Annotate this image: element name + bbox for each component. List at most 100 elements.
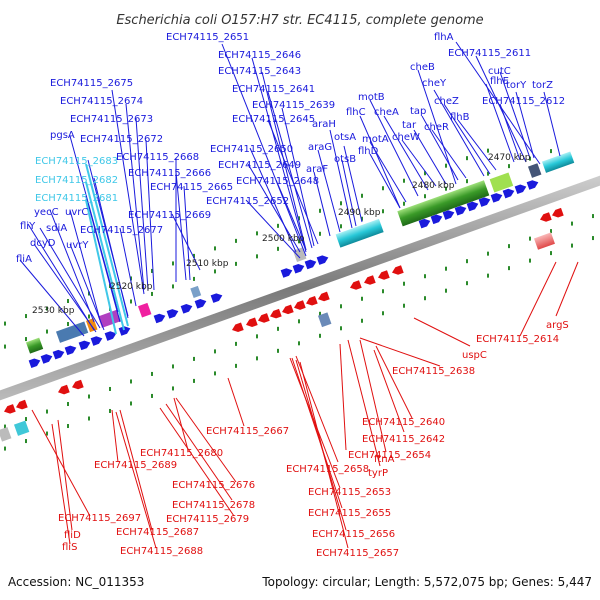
forward-gene-arrow — [40, 354, 53, 364]
track-tick — [466, 259, 468, 264]
forward-gene-arrow — [430, 214, 443, 225]
forward-gene-arrow — [466, 201, 479, 212]
forward-gene-label: cheW — [392, 132, 420, 143]
track-tick — [277, 348, 279, 353]
forward-gene-label: ECH74115_2668 — [116, 152, 199, 163]
reverse-gene-label: uspC — [462, 350, 487, 361]
forward-gene-label: araG — [308, 142, 332, 153]
forward-gene-label: ECH74115_2645 — [232, 114, 315, 125]
leader-line — [119, 227, 137, 307]
track-tick — [403, 178, 405, 183]
track-tick — [487, 171, 489, 176]
track-tick — [361, 216, 363, 221]
reverse-gene-label: ECH74115_2642 — [362, 434, 445, 445]
track-tick — [88, 394, 90, 399]
gene-labels: ECH74115_2651 ECH74115_2646 ECH74115_2643 E… — [16, 32, 569, 559]
track-tick — [361, 193, 363, 198]
leader-line — [245, 199, 301, 259]
track-tick — [172, 386, 174, 391]
forward-gene-label: ECH74115_2672 — [80, 134, 163, 145]
track-tick — [130, 299, 132, 304]
track-tick — [151, 268, 153, 273]
track-tick — [403, 201, 405, 206]
leader-line — [175, 171, 187, 281]
leader-line — [175, 397, 237, 483]
forward-gene-label: cheR — [424, 122, 449, 133]
leader-line — [341, 159, 357, 227]
leader-line — [433, 89, 485, 177]
reverse-gene-arrow — [232, 322, 244, 333]
leader-line — [373, 349, 405, 433]
forward-gene-label: pgsA — [50, 130, 75, 141]
track-tick — [214, 246, 216, 251]
forward-gene-arrow — [418, 218, 431, 229]
reverse-gene-label: argS — [546, 320, 569, 331]
track-tick — [529, 236, 531, 241]
reverse-gene-arrow — [282, 304, 294, 315]
leader-line — [359, 337, 441, 367]
forward-gene-arrow — [90, 336, 103, 346]
leader-line — [93, 177, 129, 319]
forward-gene-label: flhD — [358, 146, 379, 157]
forward-gene-label: araH — [312, 119, 336, 130]
forward-gene-label: flhB — [450, 112, 470, 123]
track-tick — [172, 364, 174, 369]
leader-line — [69, 209, 101, 321]
reverse-gene-label: ECH74115_2640 — [362, 417, 445, 428]
track-tick — [235, 363, 237, 368]
reverse-gene-label: ECH74115_2656 — [312, 529, 395, 540]
track-tick — [466, 156, 468, 161]
forward-gene-label: sdiA — [46, 223, 67, 234]
track-tick — [508, 244, 510, 249]
reverse-gene-label: fliS — [62, 542, 77, 553]
forward-gene-label: cutC — [488, 66, 511, 77]
reverse-gene-arrow — [350, 280, 362, 290]
leader-line — [499, 103, 521, 161]
track-tick — [130, 276, 132, 281]
leader-line — [401, 139, 437, 187]
track-tick — [298, 341, 300, 346]
forward-gene-label: otsA — [334, 132, 356, 143]
track-tick — [172, 284, 174, 289]
leader-line — [313, 171, 331, 237]
blue-grey-feature-block — [317, 312, 332, 328]
forward-gene-arrow — [514, 184, 527, 195]
blue-feature-block — [55, 321, 89, 343]
track-tick — [571, 243, 573, 248]
leader-line — [39, 227, 101, 329]
forward-gene-label: otsB — [334, 154, 356, 165]
leader-line — [135, 117, 149, 291]
leader-line — [69, 243, 105, 331]
reverse-gene-arrow — [318, 291, 330, 302]
leader-line — [299, 361, 349, 549]
track-tick — [88, 416, 90, 421]
reverse-gene-arrow — [306, 295, 318, 306]
forward-gene-label: cheB — [410, 62, 435, 73]
reverse-gene-arrow — [258, 313, 270, 323]
track-tick — [25, 439, 27, 444]
reverse-gene-label: ECH74115_2614 — [476, 334, 559, 345]
forward-gene-arrow — [52, 349, 65, 360]
forward-gene-arrow — [454, 205, 467, 216]
forward-gene-label: ECH74115_2681 — [35, 193, 118, 204]
reverse-gene-label: ftnA — [374, 454, 395, 465]
leader-line — [111, 89, 145, 295]
magenta-feature-block — [137, 302, 152, 318]
forward-gene-label: araF — [306, 164, 328, 175]
track-tick — [592, 236, 594, 241]
forward-gene-label: ECH74115_2651 — [166, 32, 249, 43]
track-tick — [340, 326, 342, 331]
track-tick — [46, 329, 48, 334]
track-tick — [46, 409, 48, 414]
leader-line — [159, 407, 235, 517]
track-tick — [235, 261, 237, 266]
genome-stats-text: Topology: circular; Length: 5,572,075 bp… — [261, 575, 592, 589]
forward-gene-label: cheZ — [434, 96, 459, 107]
reverse-gene-label: ECH74115_2667 — [206, 426, 289, 437]
track-tick — [109, 386, 111, 391]
track-tick — [130, 401, 132, 406]
forward-gene-arrow — [104, 331, 117, 341]
reverse-gene-arrow — [540, 212, 552, 222]
track-tick — [46, 431, 48, 436]
